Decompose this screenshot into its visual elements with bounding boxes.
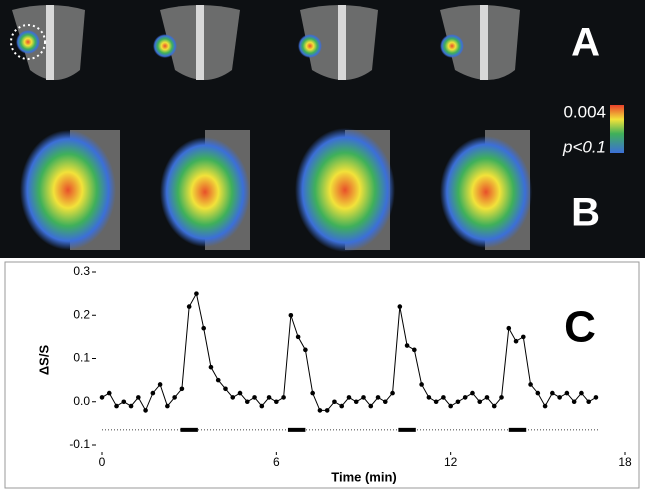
- data-point: [593, 395, 599, 400]
- y-axis-label: ΔS/S: [36, 345, 51, 376]
- data-point: [586, 399, 591, 405]
- data-point: [121, 399, 127, 405]
- x-tick-label: 12: [444, 455, 458, 469]
- data-point: [521, 334, 526, 340]
- data-point: [310, 390, 315, 396]
- y-tick-label: 0.1: [73, 351, 90, 365]
- data-point: [288, 312, 294, 318]
- data-point: [484, 395, 490, 400]
- data-point: [114, 403, 119, 409]
- data-point: [230, 395, 236, 400]
- data-point: [324, 408, 330, 413]
- x-axis-label: Time (min): [331, 469, 397, 484]
- stimulus-block: [287, 427, 306, 432]
- image-panel: A B 0.004 p<0.1: [0, 0, 645, 258]
- data-point: [332, 399, 337, 405]
- data-point: [194, 291, 199, 296]
- stimulus-block: [398, 427, 416, 432]
- data-point: [550, 390, 555, 396]
- x-tick-label: 18: [618, 455, 632, 469]
- data-point: [579, 390, 584, 396]
- data-point: [252, 395, 257, 400]
- panel-label: A: [571, 21, 600, 65]
- data-point: [506, 325, 512, 331]
- data-point: [419, 382, 424, 387]
- data-point: [571, 399, 577, 405]
- data-point: [157, 382, 163, 387]
- data-point: [361, 395, 366, 400]
- data-point: [136, 395, 141, 400]
- panel-label: B: [571, 191, 600, 235]
- data-point: [513, 338, 519, 344]
- data-point: [557, 395, 562, 400]
- data-point: [426, 395, 432, 400]
- data-point: [368, 403, 374, 409]
- data-point: [215, 377, 221, 383]
- x-tick-label: 0: [99, 455, 106, 469]
- data-point: [172, 395, 177, 400]
- data-point: [564, 390, 570, 396]
- stimulus-block: [180, 427, 198, 432]
- data-point: [281, 395, 286, 400]
- data-point: [128, 403, 134, 409]
- data-point: [433, 399, 439, 405]
- chart-frame: [4, 261, 640, 489]
- data-point: [455, 399, 461, 405]
- data-point: [143, 408, 148, 413]
- data-point: [390, 390, 395, 396]
- y-tick-label: 0.3: [73, 264, 90, 278]
- y-tick-label: 0.0: [73, 394, 90, 408]
- data-point: [499, 395, 504, 400]
- data-point: [186, 304, 192, 309]
- y-tick-label: -0.1: [69, 437, 90, 451]
- data-point: [412, 347, 417, 353]
- data-point: [201, 325, 206, 331]
- data-point: [462, 395, 468, 400]
- data-point: [208, 364, 214, 370]
- data-point: [441, 395, 446, 400]
- data-point: [295, 334, 301, 340]
- data-point: [150, 390, 156, 396]
- data-point: [223, 386, 228, 392]
- data-point: [404, 343, 410, 348]
- data-point: [106, 390, 112, 396]
- x-tick-label: 6: [273, 455, 280, 469]
- data-point: [274, 399, 279, 405]
- data-point: [542, 403, 548, 409]
- data-point: [179, 386, 185, 392]
- data-point: [165, 403, 170, 409]
- data-point: [317, 408, 323, 413]
- data-point: [528, 382, 533, 387]
- data-point: [353, 399, 359, 405]
- data-point: [397, 304, 403, 309]
- data-point: [375, 395, 381, 400]
- data-point: [535, 390, 541, 396]
- data-point: [99, 395, 105, 400]
- data-point: [339, 403, 345, 409]
- scale-max: 0.004: [563, 102, 606, 121]
- data-point: [470, 390, 475, 396]
- data-point: [266, 395, 272, 400]
- data-point: [477, 399, 483, 405]
- data-point: [244, 399, 250, 405]
- data-point: [346, 395, 352, 400]
- stimulus-block: [508, 427, 527, 432]
- data-point: [237, 390, 243, 396]
- data-point: [303, 347, 308, 353]
- scale-min: p<0.1: [562, 137, 606, 156]
- data-point: [491, 403, 497, 409]
- data-point: [448, 403, 453, 409]
- chart-annotation: C: [564, 303, 596, 352]
- data-point: [382, 399, 388, 405]
- data-point: [259, 403, 265, 409]
- y-tick-label: 0.2: [73, 307, 90, 321]
